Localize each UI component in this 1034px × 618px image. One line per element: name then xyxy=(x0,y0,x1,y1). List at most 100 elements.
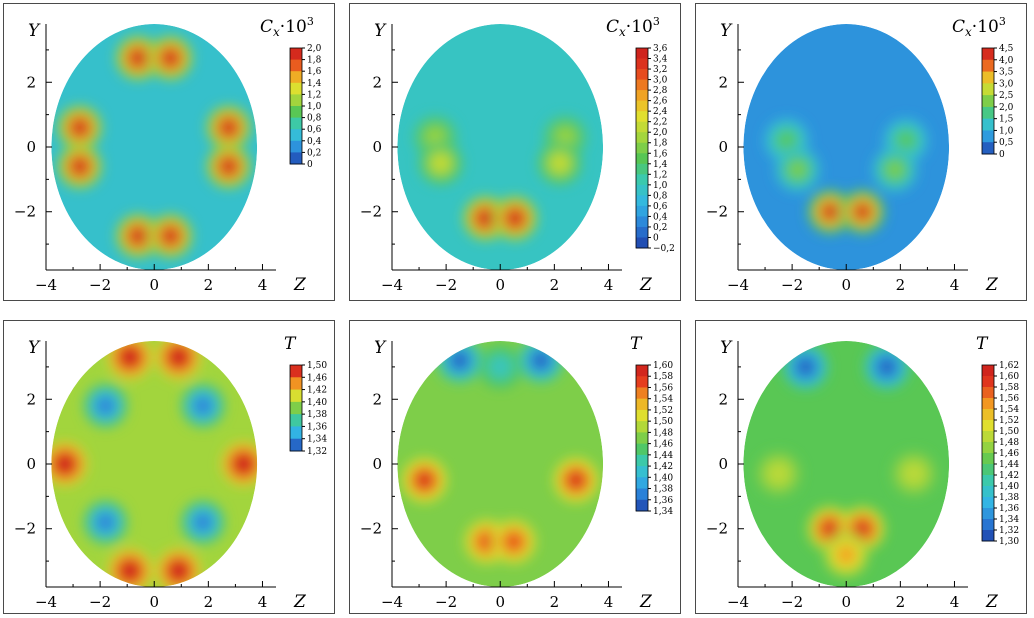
colorbar-label: 1,30 xyxy=(999,537,1019,547)
colorbar-segment xyxy=(982,376,994,388)
x-tick-label: 0 xyxy=(149,276,159,294)
y-axis-title: Y xyxy=(374,338,387,358)
colorbar-segment xyxy=(290,365,302,378)
colorbar: 1,621,601,581,561,541,521,501,481,461,44… xyxy=(976,334,1019,547)
colorbar-label: 1,46 xyxy=(307,373,327,383)
colorbar-segment xyxy=(636,111,648,123)
heatmap-spot-2-layer-2 xyxy=(838,546,855,563)
y-tick-label: −2 xyxy=(360,520,382,538)
colorbar-segment xyxy=(982,48,994,61)
colorbar-segment xyxy=(636,365,648,377)
colorbar-label: −0,2 xyxy=(653,244,675,254)
colorbar-segment xyxy=(636,100,648,112)
colorbar-label: 1,34 xyxy=(999,515,1019,525)
x-tick-label: 4 xyxy=(950,276,960,294)
heatmap-background xyxy=(743,24,950,270)
heatmap-spot-6-layer-2 xyxy=(492,358,509,375)
colorbar-segment xyxy=(636,69,648,81)
x-axis-title: Z xyxy=(639,275,653,295)
colorbar-segment xyxy=(636,409,648,422)
heatmap-spot-8-layer-2 xyxy=(97,514,114,531)
heatmap-spot-5-layer-2 xyxy=(235,456,252,472)
colorbar-label: 0,8 xyxy=(307,114,322,124)
heatmap-spot-5-layer-2 xyxy=(551,155,568,172)
y-tick-label: −2 xyxy=(14,520,36,538)
heatmap-panel-row2-col1: −4 −2 0 2 4 2 0 −2 Z Y 1,50 1,46 1,42 1,40 1,38 1,36 1,3… xyxy=(3,320,335,614)
colorbar-label: 0,5 xyxy=(999,138,1014,148)
heatmap-spot-4-layer-2 xyxy=(56,456,73,472)
colorbar-label: 1,60 xyxy=(653,361,673,371)
colorbar-segment xyxy=(982,142,994,155)
colorbar-label: 1,38 xyxy=(307,410,327,420)
x-axis-title: Z xyxy=(293,592,307,612)
y-tick-label: 0 xyxy=(718,455,728,473)
colorbar-segment xyxy=(982,420,994,432)
colorbar-label: 1,44 xyxy=(653,451,673,461)
colorbar-label: 4,0 xyxy=(999,56,1014,66)
heatmap-svg: −4 −2 0 2 4 2 0 −2 Z Y 1,50 1,46 1,42 1,40 1,38 1,36 1,3… xyxy=(14,334,327,612)
heatmap-svg: −4 −2 0 2 4 2 0 −2 Z Y 1,621,601,581,561,541,521,5… xyxy=(706,334,1019,612)
colorbar-label: 1,4 xyxy=(653,160,668,170)
heatmap-spot-2-layer-2 xyxy=(778,132,795,149)
colorbar-label: 2,5 xyxy=(999,91,1014,101)
heatmap-domain xyxy=(51,24,258,270)
x-tick-label: 0 xyxy=(495,276,505,294)
colorbar-segment xyxy=(290,82,302,95)
colorbar-segment xyxy=(982,365,994,377)
colorbar-label: 1,42 xyxy=(307,386,327,396)
x-tick-label: 2 xyxy=(896,276,906,294)
colorbar-segment xyxy=(982,464,994,476)
colorbar-segment xyxy=(982,106,994,120)
colorbar-segment xyxy=(290,140,302,153)
colorbar-segment xyxy=(982,442,994,454)
colorbar-label: 3,5 xyxy=(999,68,1014,78)
colorbar-label: 1,32 xyxy=(999,526,1019,536)
x-tick-label: 2 xyxy=(896,593,906,611)
colorbar-label: 1,5 xyxy=(999,115,1014,125)
heatmap-spot-5-layer-2 xyxy=(532,352,549,369)
colorbar: 1,50 1,46 1,42 1,40 1,38 1,36 1,34 1,32 T xyxy=(284,334,327,457)
colorbar-label: 1,8 xyxy=(307,56,322,66)
colorbar-segment xyxy=(982,71,994,84)
y-tick-label: −2 xyxy=(706,203,728,221)
x-tick-label: 0 xyxy=(841,276,851,294)
colorbar-label: 1,32 xyxy=(307,447,327,457)
x-tick-label: 0 xyxy=(149,593,159,611)
colorbar-label: 3,6 xyxy=(653,44,668,54)
x-tick-label: 4 xyxy=(950,593,960,611)
colorbar-segment xyxy=(636,184,648,196)
colorbar-segment xyxy=(982,519,994,531)
y-axis-title: Y xyxy=(374,21,387,41)
heatmap-spot-0-layer-2 xyxy=(416,472,433,489)
heatmap-spot-2-layer-2 xyxy=(121,562,138,579)
x-axis-title: Z xyxy=(985,592,999,612)
heatmap-background xyxy=(397,341,604,587)
x-tick-label: −2 xyxy=(781,276,803,294)
colorbar-segment xyxy=(982,475,994,487)
colorbar-segment xyxy=(636,466,648,478)
y-tick-label: 2 xyxy=(372,390,382,408)
heatmap-spot-4-layer-2 xyxy=(897,132,914,149)
colorbar-segment xyxy=(290,152,302,165)
heatmap-spot-4-layer-2 xyxy=(71,119,88,136)
heatmap-spot-6-layer-2 xyxy=(220,119,237,136)
colorbar-label: 3,0 xyxy=(653,76,668,86)
heatmap-spot-3-layer-2 xyxy=(162,228,179,245)
colorbar-segment xyxy=(636,174,648,186)
axes: −4 −2 0 2 4 2 0 −2 Z Y xyxy=(360,21,653,295)
y-axis-title: Y xyxy=(28,338,41,358)
colorbar-label: 1,4 xyxy=(307,79,322,89)
colorbar-label: 0,2 xyxy=(307,148,321,158)
x-tick-label: −2 xyxy=(435,593,457,611)
colorbar-label: 2,0 xyxy=(307,44,322,54)
colorbar-frame xyxy=(635,47,649,249)
y-tick-label: 0 xyxy=(372,455,382,473)
heatmap-spot-5-layer-2 xyxy=(886,161,903,178)
colorbar-segment xyxy=(636,237,648,249)
axes: −4 −2 0 2 4 2 0 −2 Z Y xyxy=(360,338,653,612)
x-tick-label: 0 xyxy=(841,593,851,611)
x-tick-label: 2 xyxy=(550,276,560,294)
colorbar-label: 1,56 xyxy=(653,383,673,393)
axes: −4 −2 0 2 4 2 0 −2 Z Y xyxy=(14,338,307,612)
colorbar-label: 1,60 xyxy=(999,372,1019,382)
